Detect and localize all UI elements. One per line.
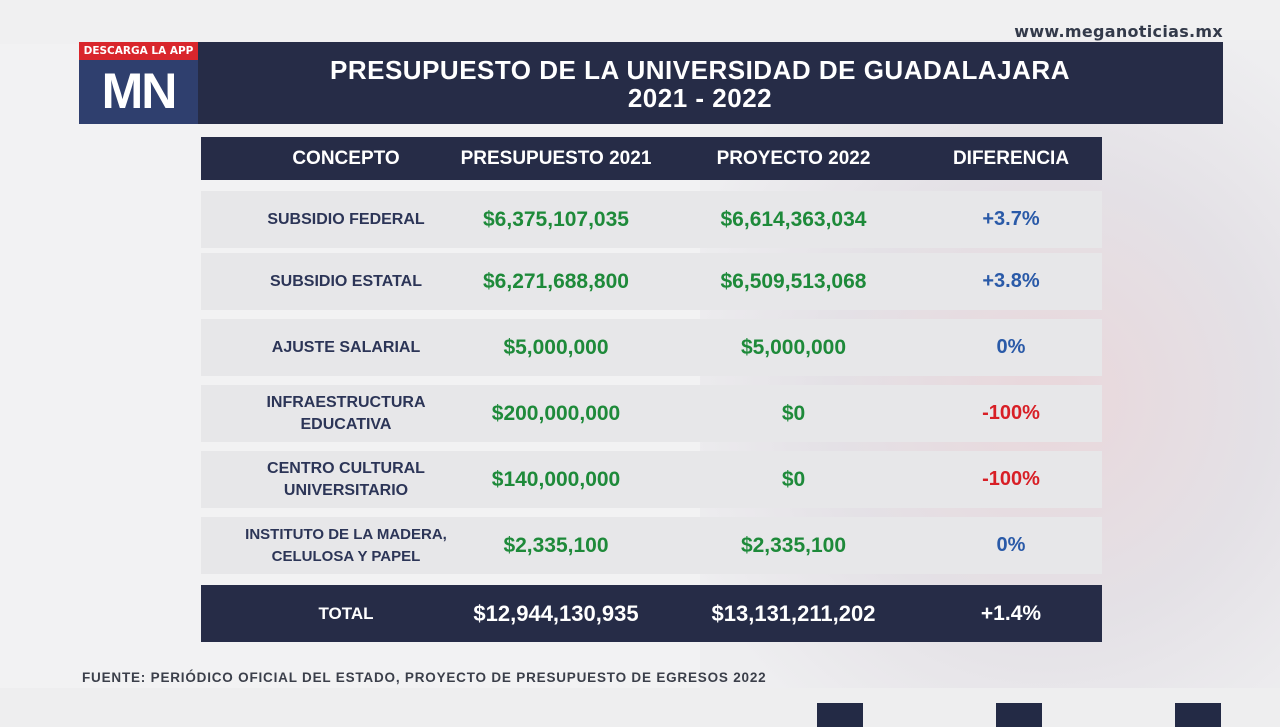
row-proyecto-2022: $5,000,000 bbox=[740, 335, 847, 359]
bottom-background bbox=[0, 688, 1280, 727]
total-presupuesto-2021: $12,944,130,935 bbox=[473, 600, 639, 626]
row-presupuesto-2021: $6,375,107,035 bbox=[483, 207, 629, 231]
site-url[interactable]: www.meganoticias.mx bbox=[1014, 22, 1223, 41]
mn-logo-letters: MN bbox=[101, 63, 178, 119]
total-row: TOTAL $12,944,130,935 $13,131,211,202 +1… bbox=[201, 585, 1102, 642]
header-diferencia: DIFERENCIA bbox=[952, 148, 1070, 169]
bottom-block bbox=[1175, 703, 1221, 727]
table-row: SUBSIDIO FEDERAL $6,375,107,035 $6,614,3… bbox=[201, 191, 1102, 248]
row-presupuesto-2021: $2,335,100 bbox=[503, 533, 609, 557]
row-diferencia: -100% bbox=[982, 468, 1040, 490]
row-presupuesto-2021: $140,000,000 bbox=[491, 467, 621, 491]
total-label: TOTAL bbox=[318, 603, 374, 623]
table-header: CONCEPTO PRESUPUESTO 2021 PROYECTO 2022 … bbox=[201, 137, 1102, 180]
row-diferencia: -100% bbox=[982, 402, 1040, 424]
header-presupuesto-2021: PRESUPUESTO 2021 bbox=[460, 148, 652, 169]
row-diferencia: +3.7% bbox=[982, 208, 1040, 230]
row-proyecto-2022: $0 bbox=[781, 401, 806, 425]
title-line-1: PRESUPUESTO DE LA UNIVERSIDAD DE GUADALA… bbox=[330, 55, 1070, 85]
row-concepto: INFRAESTRUCTURA EDUCATIVA bbox=[266, 393, 426, 433]
title-line-2: 2021 - 2022 bbox=[627, 83, 773, 113]
header-proyecto-2022: PROYECTO 2022 bbox=[716, 148, 871, 169]
total-diferencia: +1.4% bbox=[980, 601, 1042, 625]
source-note: FUENTE: PERIÓDICO OFICIAL DEL ESTADO, PR… bbox=[82, 670, 767, 685]
total-proyecto-2022: $13,131,211,202 bbox=[711, 600, 876, 626]
row-proyecto-2022: $6,614,363,034 bbox=[720, 207, 867, 231]
row-concepto: SUBSIDIO ESTATAL bbox=[270, 272, 422, 290]
title-banner bbox=[79, 42, 1223, 124]
row-diferencia: 0% bbox=[996, 534, 1026, 556]
table-row: INFRAESTRUCTURA EDUCATIVA $200,000,000 $… bbox=[201, 385, 1102, 442]
row-proyecto-2022: $0 bbox=[781, 467, 806, 491]
row-diferencia: 0% bbox=[996, 336, 1026, 358]
row-concepto: SUBSIDIO FEDERAL bbox=[267, 210, 425, 228]
row-proyecto-2022: $6,509,513,068 bbox=[720, 269, 867, 293]
table-row: AJUSTE SALARIAL $5,000,000 $5,000,000 0% bbox=[201, 319, 1102, 376]
row-concepto: AJUSTE SALARIAL bbox=[271, 338, 421, 356]
bottom-block bbox=[817, 703, 863, 727]
bottom-block bbox=[996, 703, 1042, 727]
table-row: SUBSIDIO ESTATAL $6,271,688,800 $6,509,5… bbox=[201, 253, 1102, 310]
row-concepto: CENTRO CULTURAL UNIVERSITARIO bbox=[267, 459, 425, 499]
app-logo[interactable]: DESCARGA LA APP MN bbox=[79, 42, 198, 124]
row-concepto: INSTITUTO DE LA MADERA, CELULOSA Y PAPEL bbox=[245, 525, 447, 565]
top-background bbox=[0, 0, 1280, 44]
table-row: INSTITUTO DE LA MADERA, CELULOSA Y PAPEL… bbox=[201, 517, 1102, 574]
row-presupuesto-2021: $200,000,000 bbox=[491, 401, 621, 425]
header-concepto: CONCEPTO bbox=[292, 148, 400, 169]
table-row: CENTRO CULTURAL UNIVERSITARIO $140,000,0… bbox=[201, 451, 1102, 508]
download-app-banner[interactable]: DESCARGA LA APP bbox=[79, 42, 198, 60]
page-title: PRESUPUESTO DE LA UNIVERSIDAD DE GUADALA… bbox=[230, 56, 1170, 112]
row-presupuesto-2021: $6,271,688,800 bbox=[483, 269, 629, 293]
row-diferencia: +3.8% bbox=[982, 270, 1040, 292]
row-presupuesto-2021: $5,000,000 bbox=[503, 335, 609, 359]
row-proyecto-2022: $2,335,100 bbox=[740, 533, 847, 557]
